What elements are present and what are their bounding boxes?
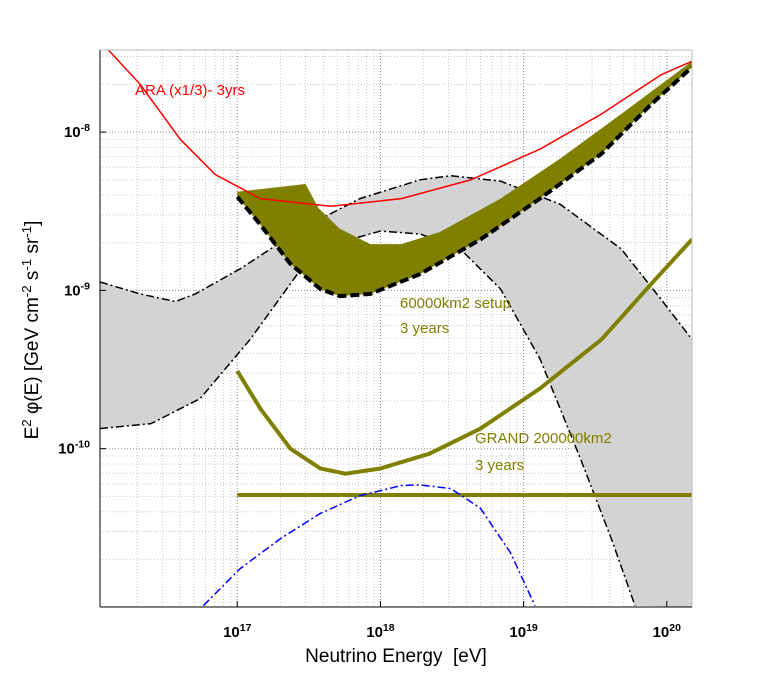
x-tick-label: 1018 (366, 622, 395, 641)
series-line (235, 238, 692, 476)
x-tick-label: 1017 (223, 622, 252, 641)
marks (100, 50, 692, 607)
x-tick-label: 1020 (653, 622, 682, 641)
x-tick-label: 1019 (509, 622, 538, 641)
y-axis-label: E2 φ(E) [GeV cm-2 s-1 sr-1] (19, 221, 44, 440)
series-line (202, 484, 536, 607)
band-area (237, 61, 692, 297)
band-edge (100, 230, 636, 606)
y-tick-label: 10-10 (58, 439, 90, 458)
axes: 1017 1018 1019 1020 10-10 10-9 10-8 ARA (x1/3)-… (58, 49, 693, 641)
x-axis-label: Neutrino Energy [eV] (305, 646, 487, 667)
series-line (107, 50, 692, 208)
y-tick-label: 10-9 (64, 280, 90, 299)
annotation: 60000km2 setup (400, 295, 511, 312)
y-tick-label: 10-8 (64, 122, 90, 141)
annotation: GRAND 200000km2 (475, 430, 612, 447)
band-edge (235, 65, 692, 299)
band-edge (100, 174, 692, 340)
annotation: 3 years (400, 320, 449, 337)
band-area (100, 175, 692, 607)
annotation: 3 years (475, 457, 524, 474)
annotation: ARA (x1/3)- 3yrs (135, 82, 245, 99)
